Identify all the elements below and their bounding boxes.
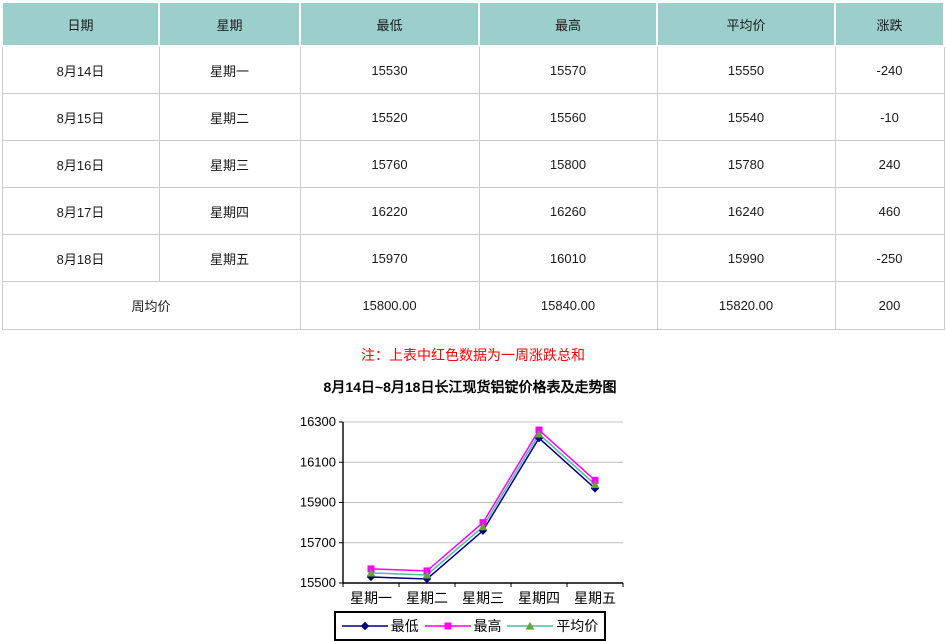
cell-weekday: 星期四: [158, 187, 301, 235]
table-row: 8月17日 星期四 16220 16260 16240 460: [1, 187, 945, 235]
y-tick-label: 15900: [300, 495, 336, 510]
price-trend-chart: 15500 15700 15900 16100 16300 星期一 星期二 星期三 星期四 星期五: [300, 414, 624, 606]
summary-label: 周均价: [1, 281, 301, 330]
trend-chart-block: 8月14日~8月18日长江现货铝锭价格表及走势图 15500 15700 15900…: [298, 377, 642, 641]
cell-high: 15570: [478, 45, 658, 94]
cell-avg: 15780: [656, 140, 836, 188]
cell-weekday: 星期三: [158, 140, 301, 188]
cell-weekday: 星期五: [158, 234, 301, 282]
series-line-最低: [370, 436, 596, 580]
y-tick-label: 15700: [300, 535, 336, 550]
cell-low: 15970: [299, 234, 480, 282]
cell-low: 15520: [299, 93, 480, 141]
y-tick-label: 15500: [300, 575, 336, 590]
cell-low: 15760: [299, 140, 480, 188]
cell-high: 15800: [478, 140, 658, 188]
header-avg: 平均价: [656, 1, 836, 47]
cell-date: 8月15日: [1, 93, 160, 141]
summary-row: 周均价 15800.00 15840.00 15820.00 200: [1, 281, 945, 330]
triangle-marker: [590, 480, 600, 488]
triangle-marker: [478, 522, 488, 531]
header-low: 最低: [299, 1, 480, 47]
chart-title: 8月14日~8月18日长江现货铝锭价格表及走势图: [323, 379, 617, 395]
triangle-marker: [422, 570, 432, 579]
cell-date: 8月18日: [1, 234, 160, 282]
x-category-label: 星期三: [462, 590, 504, 606]
legend-item-最低: 最低: [341, 616, 419, 636]
cell-change: 240: [834, 140, 945, 188]
legend-diamond-icon: [341, 621, 388, 631]
cell-weekday: 星期一: [158, 45, 301, 94]
diamond-marker: [360, 621, 369, 631]
table-row: 8月14日 星期一 15530 15570 15550 -240: [1, 45, 945, 94]
cell-high: 16260: [478, 187, 658, 235]
cell-weekday: 星期二: [158, 93, 301, 141]
cell-change: -250: [834, 234, 945, 282]
legend-item-平均价: 平均价: [507, 616, 598, 636]
cell-date: 8月16日: [1, 140, 160, 188]
cell-avg: 15990: [656, 234, 836, 282]
price-table-header: 日期 星期 最低 最高 平均价 涨跌: [1, 1, 945, 47]
legend-square-icon: [424, 622, 471, 630]
cell-date: 8月17日: [1, 187, 160, 235]
cell-low: 16220: [299, 187, 480, 235]
cell-high: 15560: [478, 93, 658, 141]
triangle-marker: [534, 429, 544, 438]
series-line-平均价: [370, 432, 596, 576]
cell-change: -240: [834, 45, 945, 94]
summary-change: 200: [834, 281, 945, 330]
x-category-label: 星期一: [350, 590, 392, 606]
summary-low: 15800.00: [299, 281, 480, 330]
header-weekday: 星期: [158, 1, 301, 47]
chart-legend: 最低 最高 平均价: [334, 611, 606, 641]
table-row: 8月18日 星期五 15970 16010 15990 -250: [1, 234, 945, 282]
legend-label: 最高: [473, 618, 502, 634]
y-tick-label: 16100: [300, 454, 336, 469]
x-category-label: 星期五: [574, 590, 616, 606]
red-note: 注：上表中红色数据为一周涨跌总和: [361, 347, 585, 363]
cell-change: 460: [834, 187, 945, 235]
header-high: 最高: [478, 1, 658, 47]
square-marker: [444, 622, 451, 630]
legend-item-最高: 最高: [424, 616, 502, 636]
cell-avg: 15540: [656, 93, 836, 141]
table-row: 8月16日 星期三 15760 15800 15780 240: [1, 140, 945, 188]
cell-avg: 16240: [656, 187, 836, 235]
legend-label: 最低: [390, 618, 419, 634]
price-table: 日期 星期 最低 最高 平均价 涨跌 8月14日 星期一 15530 15570 155…: [1, 1, 945, 330]
y-tick-label: 16300: [300, 414, 336, 429]
diamond-marker: [534, 433, 544, 443]
x-category-label: 星期四: [518, 590, 560, 606]
header-date: 日期: [1, 1, 160, 47]
price-table-body: 8月14日 星期一 15530 15570 15550 -240 8月15日 星期二 15520…: [1, 45, 945, 330]
summary-high: 15840.00: [478, 281, 658, 330]
legend-triangle-icon: [507, 621, 554, 630]
series-line-最高: [370, 428, 596, 572]
cell-high: 16010: [478, 234, 658, 282]
summary-avg: 15820.00: [656, 281, 836, 330]
diamond-marker: [590, 484, 600, 493]
cell-low: 15530: [299, 45, 480, 94]
cell-date: 8月14日: [1, 45, 160, 94]
cell-change: -10: [834, 93, 945, 141]
triangle-marker: [366, 568, 376, 577]
legend-label: 平均价: [556, 618, 599, 634]
triangle-marker: [525, 621, 535, 630]
x-category-label: 星期二: [406, 590, 448, 606]
table-row: 8月15日 星期二 15520 15560 15540 -10: [1, 93, 945, 141]
header-change: 涨跌: [834, 1, 945, 47]
cell-avg: 15550: [656, 45, 836, 94]
header-row: 日期 星期 最低 最高 平均价 涨跌: [1, 1, 945, 47]
